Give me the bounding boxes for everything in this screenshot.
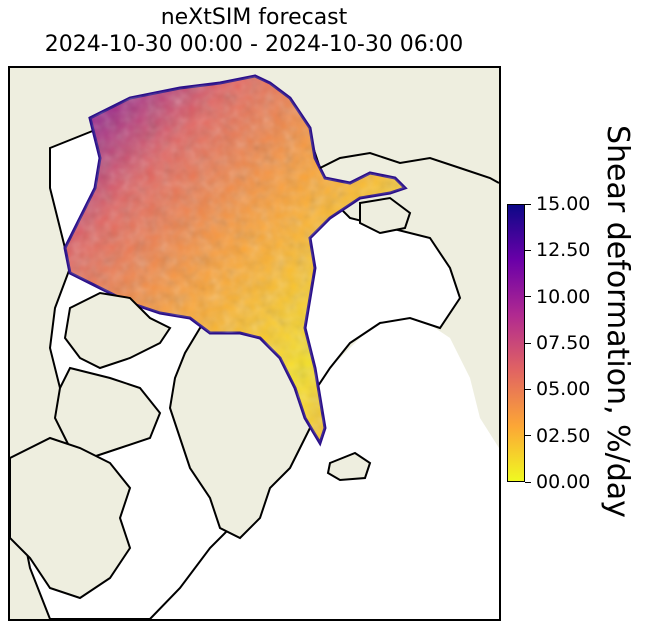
colorbar-tick-label: 15.00 xyxy=(536,193,591,215)
map-subtitle-date-range: 2024-10-30 00:00 - 2024-10-30 06:00 xyxy=(44,32,464,57)
colorbar-tick-label: 00.00 xyxy=(536,471,591,493)
colorbar xyxy=(507,204,525,482)
baffin-island xyxy=(53,366,162,460)
ocean-atlantic xyxy=(125,318,499,619)
colorbar-tick-label: 02.50 xyxy=(536,424,591,447)
colorbar-tick xyxy=(525,342,531,344)
colorbar-tick xyxy=(525,481,531,483)
colorbar-tick xyxy=(525,296,531,298)
canada-mainland xyxy=(10,436,132,600)
colorbar-tick-label: 10.00 xyxy=(536,285,591,308)
archipelago-islands xyxy=(63,291,172,370)
map-title: neXtSIM forecast xyxy=(160,5,348,30)
colorbar-tick xyxy=(525,203,531,205)
svalbard xyxy=(359,196,412,235)
colorbar-tick-label: 05.00 xyxy=(536,378,591,401)
colorbar-tick xyxy=(525,249,531,251)
colorbar-tick-label: 07.50 xyxy=(536,332,591,354)
arctic-map xyxy=(8,66,501,621)
colorbar-tick-label: 12.50 xyxy=(536,239,591,262)
colorbar-tick xyxy=(525,435,531,437)
siberia-coast xyxy=(319,151,499,184)
colorbar-label: Shear deformation, %/day xyxy=(595,125,635,565)
colorbar-tick xyxy=(525,388,531,390)
sea-ice-texture xyxy=(65,76,405,443)
colorbar-label-text: Shear deformation, %/day xyxy=(600,125,635,518)
iceland xyxy=(326,451,372,482)
